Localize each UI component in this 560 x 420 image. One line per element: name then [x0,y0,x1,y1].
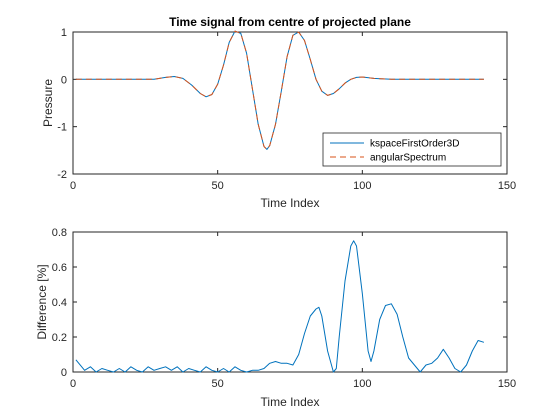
difference-series-line-0 [75,240,485,373]
pressure-ytick-label: -2 [57,169,67,181]
pressure-xtick-label: 100 [353,180,371,192]
pressure-ytick-label: 1 [61,27,67,39]
difference-plot-ticks: 0 50 100 150 0.8 0.6 0.4 0.2 0 [52,227,516,390]
difference-ytick-label: 0.2 [52,332,67,344]
pressure-xtick-label: 0 [70,180,76,192]
pressure-plot-ylabel: Pressure [41,79,55,127]
legend-box [322,132,502,167]
pressure-xtick-label: 50 [212,180,224,192]
pressure-xtick-label: 150 [498,180,516,192]
difference-xtick-label: 150 [498,378,516,390]
difference-ytick-label: 0.8 [52,227,67,239]
difference-plot-xlabel: Time Index [261,395,320,409]
pressure-subplot: Time signal from centre of projected pla… [41,15,516,210]
difference-ytick-label: 0.4 [52,297,67,309]
pressure-ytick-label: 0 [61,74,67,86]
legend-label-kspaceFirstOrder3D: kspaceFirstOrder3D [370,139,459,150]
difference-plot-axes-box [72,231,508,373]
difference-ytick-label: 0 [61,367,67,379]
pressure-plot-xlabel: Time Index [261,196,320,210]
difference-ytick-label: 0.6 [52,262,67,274]
difference-xtick-label: 100 [353,378,371,390]
difference-xtick-label: 0 [70,378,76,390]
pressure-plot-lines [75,30,484,150]
difference-plot-lines [75,240,485,373]
difference-subplot: 0 50 100 150 0.8 0.6 0.4 0.2 0 Time Index Differ… [35,227,516,409]
legend-label-angularSpectrum: angularSpectrum [370,153,446,164]
pressure-plot-title: Time signal from centre of projected pla… [169,15,411,29]
difference-plot-ylabel: Difference [%] [35,264,49,339]
pressure-plot-ticks: 0 50 100 150 1 0 -1 -2 [57,27,516,192]
pressure-series-line-angularSpectrum [75,30,484,150]
legend: kspaceFirstOrder3D angularSpectrum [322,132,502,167]
pressure-ytick-label: -1 [57,122,67,134]
difference-xtick-label: 50 [212,378,224,390]
